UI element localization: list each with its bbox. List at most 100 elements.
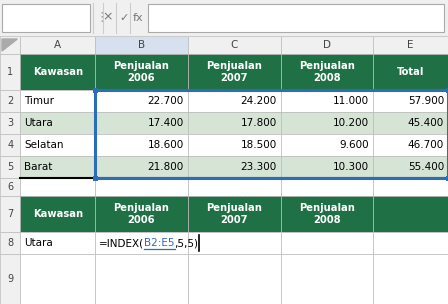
Bar: [95, 54, 188, 90]
Bar: [0, 232, 20, 254]
Bar: [95, 254, 188, 304]
Text: 10.200: 10.200: [333, 118, 369, 128]
Text: 2: 2: [7, 96, 13, 106]
Bar: [188, 90, 280, 112]
Bar: [20, 156, 95, 178]
Text: ▾: ▾: [84, 13, 88, 23]
Bar: [95, 156, 188, 178]
Text: Selatan: Selatan: [24, 140, 64, 150]
Bar: [445, 88, 448, 92]
Bar: [0, 134, 20, 156]
Text: Penjualan
2008: Penjualan 2008: [299, 203, 355, 225]
Text: Timur: Timur: [24, 96, 54, 106]
Text: PENCARIAN: PENCARIAN: [8, 13, 68, 23]
Bar: [95, 90, 188, 112]
Text: =INDEX(: =INDEX(: [99, 238, 144, 248]
Text: 17.400: 17.400: [147, 118, 184, 128]
Bar: [280, 36, 373, 54]
Bar: [20, 54, 95, 90]
Bar: [280, 254, 373, 304]
Text: ,5,5): ,5,5): [175, 238, 198, 248]
Bar: [93, 88, 98, 92]
Bar: [0, 156, 20, 178]
Text: D: D: [323, 40, 331, 50]
Bar: [373, 112, 448, 134]
Bar: [188, 196, 280, 232]
Text: Total: Total: [397, 67, 424, 77]
Bar: [280, 90, 373, 112]
Text: ⋮: ⋮: [95, 12, 108, 25]
Text: C: C: [230, 40, 238, 50]
Bar: [373, 54, 448, 90]
Bar: [280, 112, 373, 134]
Bar: [373, 134, 448, 156]
Bar: [0, 254, 20, 304]
Bar: [188, 156, 280, 178]
Text: B: B: [138, 40, 145, 50]
Bar: [95, 178, 188, 196]
Text: Penjualan
2007: Penjualan 2007: [206, 203, 262, 225]
Text: E: E: [407, 40, 414, 50]
Bar: [0, 178, 20, 196]
Text: 5: 5: [7, 162, 13, 172]
Bar: [20, 254, 95, 304]
Text: Utara: Utara: [24, 118, 53, 128]
Text: 18.500: 18.500: [240, 140, 276, 150]
Bar: [188, 178, 280, 196]
Text: B2:E5: B2:E5: [144, 238, 175, 248]
Text: 10.300: 10.300: [333, 162, 369, 172]
Bar: [95, 232, 188, 254]
Bar: [95, 112, 188, 134]
Text: Penjualan
2007: Penjualan 2007: [206, 61, 262, 83]
Text: 45.400: 45.400: [408, 118, 444, 128]
Text: 17.800: 17.800: [240, 118, 276, 128]
Text: Kawasan: Kawasan: [33, 67, 83, 77]
Text: 57.900: 57.900: [408, 96, 444, 106]
Bar: [280, 178, 373, 196]
Polygon shape: [2, 39, 17, 51]
Bar: [95, 90, 448, 178]
Bar: [148, 4, 444, 32]
Text: ✓: ✓: [119, 13, 129, 23]
Bar: [2, 4, 90, 32]
Text: 46.700: 46.700: [408, 140, 444, 150]
Bar: [0, 196, 20, 232]
Text: 55.400: 55.400: [408, 162, 444, 172]
Bar: [280, 196, 373, 232]
Text: 9: 9: [7, 274, 13, 284]
Text: 22.700: 22.700: [147, 96, 184, 106]
Bar: [93, 175, 98, 181]
Bar: [280, 134, 373, 156]
Bar: [188, 254, 280, 304]
Bar: [95, 36, 188, 54]
Bar: [188, 232, 280, 254]
Bar: [0, 36, 20, 54]
Bar: [95, 134, 188, 156]
Text: 18.600: 18.600: [147, 140, 184, 150]
Bar: [20, 36, 95, 54]
Text: 11.000: 11.000: [333, 96, 369, 106]
Text: 6: 6: [7, 182, 13, 192]
Text: Penjualan
2006: Penjualan 2006: [113, 203, 169, 225]
Text: Penjualan
2006: Penjualan 2006: [113, 61, 169, 83]
Text: 7: 7: [7, 209, 13, 219]
Bar: [20, 90, 95, 112]
Bar: [280, 156, 373, 178]
Text: 3: 3: [7, 118, 13, 128]
Text: 4: 4: [7, 140, 13, 150]
Bar: [280, 232, 373, 254]
Bar: [0, 112, 20, 134]
Bar: [188, 112, 280, 134]
Bar: [20, 196, 95, 232]
Text: Penjualan
2008: Penjualan 2008: [299, 61, 355, 83]
Text: 8: 8: [7, 238, 13, 248]
Bar: [445, 175, 448, 181]
Text: A: A: [54, 40, 61, 50]
Bar: [373, 196, 448, 232]
Bar: [0, 0, 448, 36]
Bar: [373, 178, 448, 196]
Bar: [373, 36, 448, 54]
Bar: [20, 178, 95, 196]
Text: 1: 1: [7, 67, 13, 77]
Bar: [373, 254, 448, 304]
